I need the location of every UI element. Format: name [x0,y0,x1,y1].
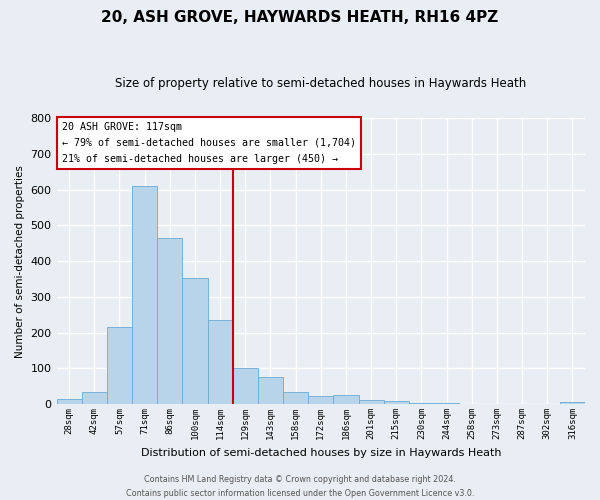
Title: Size of property relative to semi-detached houses in Haywards Heath: Size of property relative to semi-detach… [115,78,526,90]
Bar [82,392,107,404]
Bar [132,186,157,404]
Bar [283,392,308,404]
Bar [107,328,132,404]
Bar [258,377,283,404]
Bar [560,402,585,404]
Text: 20 ASH GROVE: 117sqm
← 79% of semi-detached houses are smaller (1,704)
21% of se: 20 ASH GROVE: 117sqm ← 79% of semi-detac… [62,122,356,164]
X-axis label: Distribution of semi-detached houses by size in Haywards Heath: Distribution of semi-detached houses by … [140,448,501,458]
Bar [182,278,208,404]
Text: Contains HM Land Registry data © Crown copyright and database right 2024.
Contai: Contains HM Land Registry data © Crown c… [126,476,474,498]
Bar [383,400,409,404]
Bar [157,238,182,404]
Text: 20, ASH GROVE, HAYWARDS HEATH, RH16 4PZ: 20, ASH GROVE, HAYWARDS HEATH, RH16 4PZ [101,10,499,25]
Bar [359,400,383,404]
Bar [208,320,233,404]
Bar [233,368,258,404]
Bar [308,396,334,404]
Y-axis label: Number of semi-detached properties: Number of semi-detached properties [15,164,25,358]
Bar [56,399,82,404]
Bar [334,395,359,404]
